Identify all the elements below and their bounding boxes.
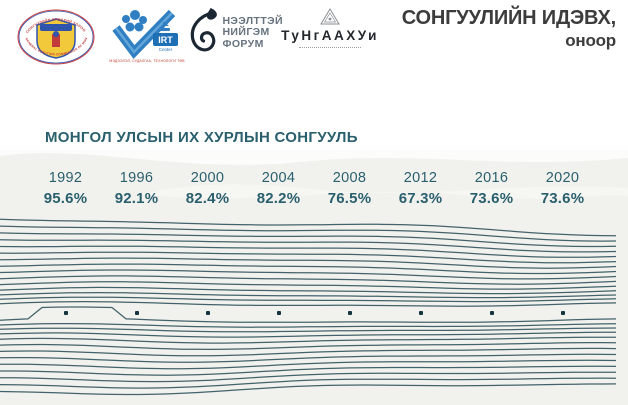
osf-wordmark: НЭЭЛТТЭЙ НИЙГЭМ ФОРУМ (222, 14, 283, 50)
year-marker-dot (63, 311, 68, 315)
irt-sub-label: Center (159, 47, 173, 52)
irt-label: IRT (158, 35, 173, 45)
year-column: 2012 67.3% (385, 170, 456, 207)
year-label: 2020 (545, 170, 580, 186)
turnout-value: 92.1% (114, 190, 159, 207)
year-column: 2020 73.6% (527, 170, 598, 207)
year-column: 2008 76.5% (314, 170, 385, 207)
year-column: 2016 73.6% (456, 170, 527, 207)
turnout-value: 67.3% (398, 190, 443, 207)
triangle-icon (320, 8, 340, 25)
year-marker-dot (205, 311, 210, 315)
tungaahui-wordmark: ТуНгААХУи (281, 27, 379, 44)
year-marker-dot (347, 311, 352, 315)
year-marker-dots (30, 311, 598, 315)
year-column: 2000 82.4% (172, 170, 243, 207)
page-title-line1: СОНГУУЛИЙН ИДЭВХ, (401, 7, 616, 29)
irt-center-logo: IRT Center МЭДЭЭЛЭЛ, СУДАЛГАА, ТЕХНОЛОГИ… (109, 9, 185, 63)
spiral-icon (190, 8, 217, 52)
year-label: 2012 (403, 170, 438, 186)
election-commission-logo: СОНГУУЛИЙН ЕРӨНХИЙ ХОРОО GENERAL ELECTIO… (16, 8, 95, 65)
open-society-forum-logo: НЭЭЛТТЭЙ НИЙГЭМ ФОРУМ (183, 2, 283, 64)
year-label: 1996 (119, 170, 154, 186)
turnout-value: 82.4% (185, 190, 230, 207)
irt-tagline: МЭДЭЭЛЭЛ, СУДАЛГАА, ТЕХНОЛОГИ ТӨВ (109, 59, 185, 63)
ship-icon (159, 22, 170, 31)
turnout-value: 82.2% (256, 190, 301, 207)
year-label: 1992 (48, 170, 83, 186)
year-columns: 1992 95.6% 1996 92.1% 2000 82.4% 2004 82… (30, 170, 598, 207)
year-label: 2004 (261, 170, 296, 186)
turnout-value: 73.6% (540, 190, 585, 207)
year-column: 2004 82.2% (243, 170, 314, 207)
turnout-value: 73.6% (469, 190, 514, 207)
year-column: 1996 92.1% (101, 170, 172, 207)
section-title: МОНГОЛ УЛСЫН ИХ ХУРЛЫН СОНГУУЛЬ (45, 129, 358, 146)
year-column: 1992 95.6% (30, 170, 101, 207)
year-marker-dot (134, 311, 139, 315)
year-label: 2000 (190, 170, 225, 186)
year-label: 2016 (474, 170, 509, 186)
page-title: СОНГУУЛИЙН ИДЭВХ, оноор (402, 6, 616, 51)
turnout-value: 76.5% (327, 190, 372, 207)
tungaahui-tagline (299, 47, 361, 50)
year-marker-dot (418, 311, 423, 315)
band-wave-decoration (0, 148, 628, 199)
page-title-line2: оноор (565, 31, 616, 50)
year-marker-dot (276, 311, 281, 315)
year-marker-dot (560, 311, 565, 315)
year-label: 2008 (332, 170, 367, 186)
turnout-value: 95.6% (43, 190, 88, 207)
tungaahui-logo: ТуНгААХУи (280, 8, 380, 66)
year-marker-dot (489, 311, 494, 315)
people-cluster-icon (122, 10, 147, 32)
